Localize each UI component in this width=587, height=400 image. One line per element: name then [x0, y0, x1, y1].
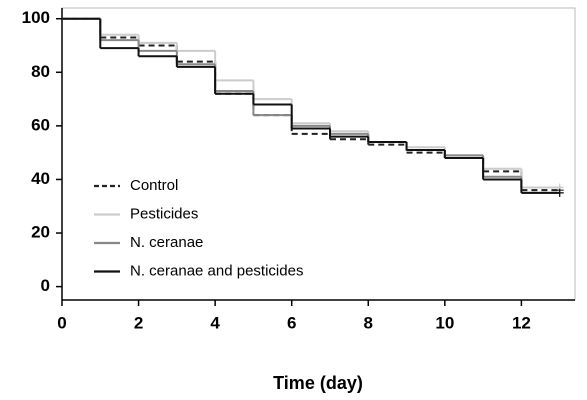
- legend-label: Control: [130, 177, 178, 194]
- y-tick-label: 100: [22, 8, 50, 27]
- y-tick-label: 80: [31, 62, 50, 81]
- y-tick-label: 20: [31, 223, 50, 242]
- y-tick-label: 60: [31, 115, 50, 134]
- legend-label: Pesticides: [130, 205, 198, 222]
- x-axis-label: Time (day): [273, 373, 363, 393]
- y-tick-label: 40: [31, 169, 50, 188]
- x-tick-label: 0: [57, 313, 66, 332]
- legend-label: N. ceranae: [130, 234, 203, 251]
- y-tick-label: 0: [41, 276, 50, 295]
- legend-label: N. ceranae and pesticides: [130, 262, 303, 279]
- x-tick-label: 12: [512, 313, 531, 332]
- x-tick-label: 10: [435, 313, 454, 332]
- x-tick-label: 8: [364, 313, 373, 332]
- x-tick-label: 2: [134, 313, 143, 332]
- censor-mark: [555, 188, 564, 197]
- x-tick-label: 6: [287, 313, 296, 332]
- x-tick-label: 4: [210, 313, 220, 332]
